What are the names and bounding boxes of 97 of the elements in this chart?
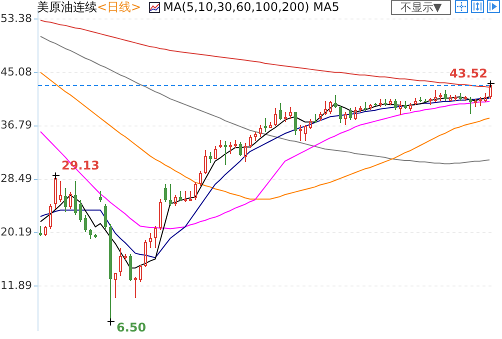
candlestick: [434, 90, 437, 102]
y-tick-label: 45.08: [0, 65, 32, 78]
candlestick: [374, 102, 377, 106]
candlestick: [364, 102, 367, 112]
candlestick: [239, 142, 242, 156]
candlestick: [424, 98, 427, 102]
candlestick: [194, 182, 197, 200]
candlestick: [294, 112, 297, 136]
candlestick: [59, 180, 62, 202]
candlestick: [469, 96, 472, 114]
annotation: 不显示▼: [391, 0, 451, 15]
candlestick: [64, 188, 67, 212]
candlestick: [159, 198, 162, 230]
candlestick: [199, 170, 202, 186]
candlestick: [144, 240, 147, 268]
candlestick: [479, 96, 482, 106]
candlestick: [134, 276, 137, 298]
candlestick: [369, 104, 372, 110]
candlestick: [69, 192, 72, 210]
candlestick: [169, 184, 172, 206]
annotation: 6.50: [116, 320, 146, 335]
candlestick: [184, 190, 187, 202]
annotation: 43.52: [450, 66, 488, 81]
chart-title: 美原油连续: [37, 0, 97, 14]
candlestick: [414, 98, 417, 106]
candlestick: [139, 264, 142, 282]
candlestick: [174, 194, 177, 206]
candlestick: [39, 226, 42, 236]
candlestick: [149, 232, 152, 248]
candlestick: [454, 94, 457, 102]
candlestick: [129, 254, 132, 282]
candlestick: [314, 114, 317, 124]
candlestick: [264, 118, 267, 132]
candlestick: [459, 92, 462, 102]
candlestick: [89, 228, 92, 240]
candlestick: [389, 98, 392, 106]
candlestick: [104, 204, 107, 230]
candlestick: [119, 248, 122, 276]
candlestick: [329, 100, 332, 114]
candlestick: [49, 204, 52, 230]
candlestick: [229, 142, 232, 154]
candlestick: [324, 100, 327, 116]
candlestick: [269, 122, 272, 128]
candlestick: [334, 94, 337, 108]
candlestick: [74, 180, 77, 216]
candlestick: [484, 92, 487, 102]
candlestick: [209, 152, 212, 164]
candlestick: [439, 92, 442, 102]
candlestick: [384, 98, 387, 106]
candlestick: [279, 102, 282, 120]
candlestick: [399, 100, 402, 116]
candlestick: [404, 100, 407, 110]
candlestick: [444, 90, 447, 102]
y-tick-label: 11.89: [0, 278, 32, 292]
candlestick: [219, 140, 222, 148]
candlestick: [344, 112, 347, 126]
candlestick: [289, 106, 292, 120]
candlestick: [419, 96, 422, 102]
candlestick: [224, 140, 227, 166]
candlestick: [394, 98, 397, 110]
candlestick: [164, 184, 167, 202]
candlestick: [299, 124, 302, 142]
candlestick: [409, 102, 412, 112]
candlestick: [44, 226, 47, 236]
candlestick: [449, 94, 452, 101]
candlestick: [234, 140, 237, 148]
legend-title: MA(5,10,30,60,100,200) MA5: [163, 0, 340, 14]
candlestick: [179, 190, 182, 202]
candlestick: [114, 273, 117, 298]
candlestick: [319, 112, 322, 122]
candlestick: [79, 200, 82, 222]
candlestick: [304, 124, 307, 142]
candlestick: [84, 214, 87, 232]
candlestick: [284, 112, 287, 122]
chart-subtitle: <日线>: [97, 0, 142, 14]
candlestick: [244, 142, 247, 162]
candlestick: [99, 190, 102, 202]
candlestick: [109, 224, 112, 322]
y-tick-label: 28.49: [0, 172, 32, 186]
candlestick: [429, 98, 432, 106]
candlestick: [379, 98, 382, 108]
candlestick: [154, 226, 157, 248]
candlestick: [259, 124, 262, 138]
candlestick: [464, 96, 467, 102]
y-tick-label: 36.79: [0, 118, 32, 132]
candlestick: [214, 146, 217, 159]
y-tick-label: 53.38: [0, 12, 32, 25]
candlestick: [94, 234, 97, 238]
y-tick-label: 20.19: [0, 226, 32, 239]
candlestick: [339, 106, 342, 124]
candlestick: [249, 134, 252, 148]
candlestick: [349, 108, 352, 120]
candlestick: [354, 106, 357, 120]
candlestick: [309, 118, 312, 130]
candlestick: [204, 150, 207, 174]
candlestick: [254, 132, 257, 142]
candlestick: [274, 108, 277, 126]
